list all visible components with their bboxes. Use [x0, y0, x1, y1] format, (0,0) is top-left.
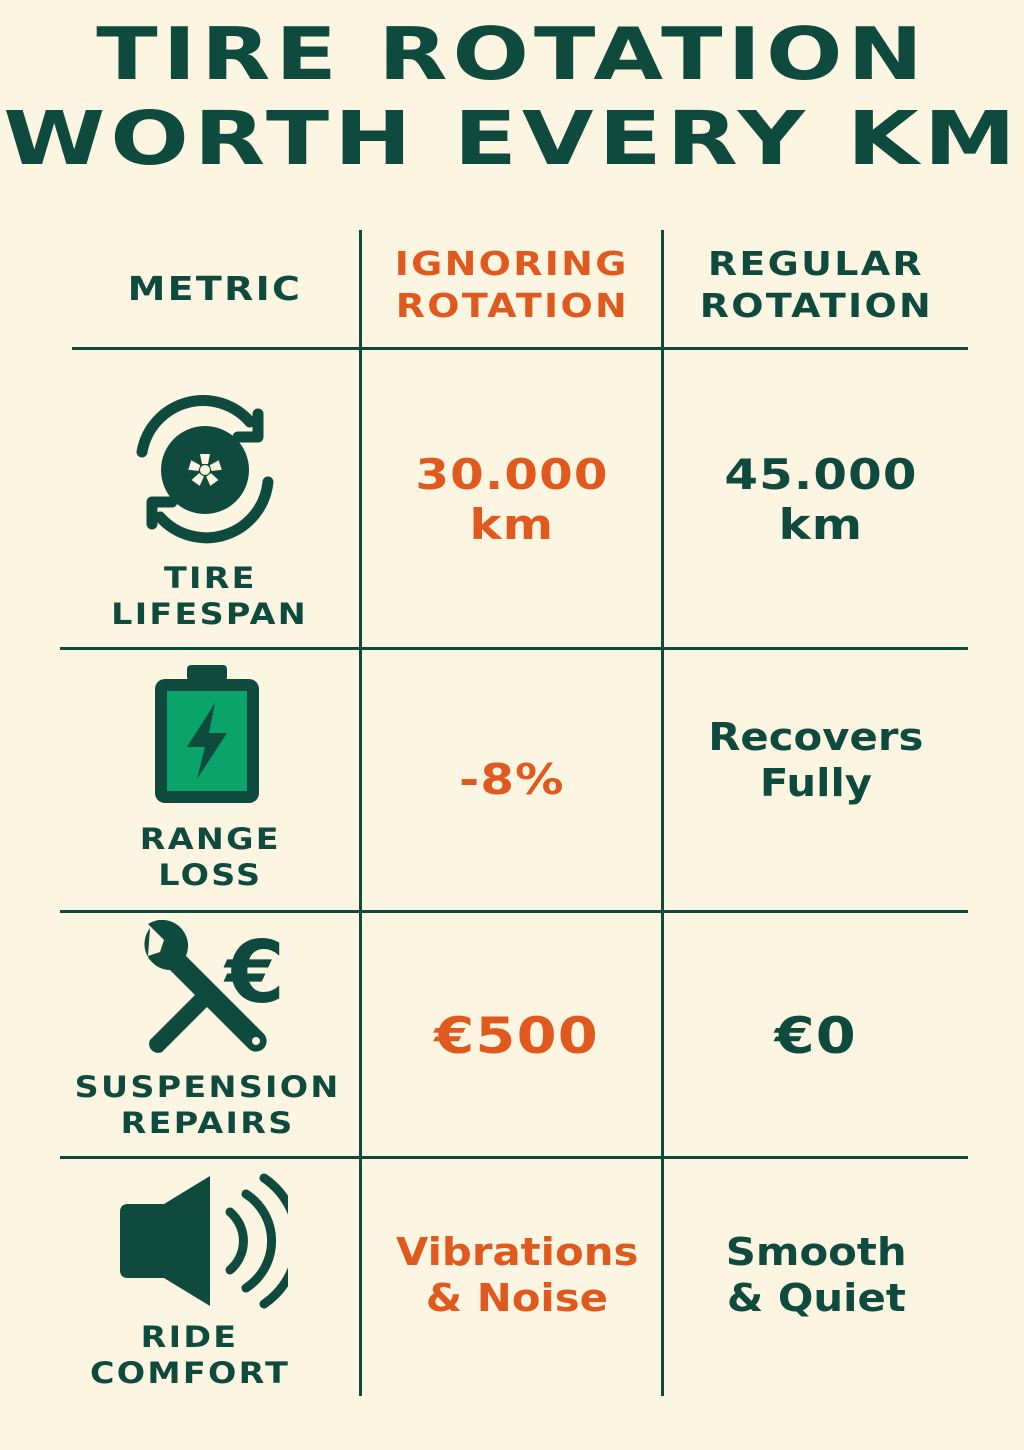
label-line1: TIRE	[163, 561, 257, 595]
value-line2: Fully	[759, 761, 873, 805]
row-divider	[60, 1156, 968, 1159]
column-divider	[661, 230, 664, 1396]
regular-range-loss: Recovers Fully	[664, 700, 968, 820]
value-line2: km	[469, 500, 555, 549]
header-ignoring: IGNORING ROTATION	[362, 225, 662, 345]
speaker-sound-icon	[120, 1173, 288, 1309]
value-line1: €500	[434, 1006, 600, 1065]
header-ignoring-line2: ROTATION	[395, 286, 629, 325]
label-line2: LOSS	[157, 858, 263, 892]
ignoring-suspension-repairs: €500	[362, 913, 672, 1158]
value-line2: & Quiet	[726, 1276, 906, 1320]
metric-label-ride-comfort: RIDE COMFORT	[40, 1318, 340, 1392]
header-metric: METRIC	[70, 230, 360, 348]
label-line2: COMFORT	[89, 1356, 291, 1390]
header-metric-text: METRIC	[127, 269, 303, 308]
ignoring-range-loss: -8%	[362, 650, 662, 910]
battery-charging-icon	[155, 665, 259, 803]
header-regular-line1: REGULAR	[707, 244, 924, 283]
ignoring-tire-lifespan: 30.000 km	[362, 350, 662, 650]
label-line1: SUSPENSION	[74, 1070, 341, 1104]
row-divider	[60, 910, 968, 913]
value-line1: Vibrations	[395, 1230, 639, 1274]
row-divider	[60, 647, 968, 650]
header-regular-line2: ROTATION	[699, 286, 933, 325]
label-line1: RIDE	[141, 1320, 239, 1354]
column-divider	[359, 230, 362, 1396]
metric-label-range-loss: RANGE LOSS	[60, 820, 360, 894]
value-line1: 45.000	[724, 450, 918, 499]
header-regular: REGULAR ROTATION	[664, 225, 968, 345]
ignoring-ride-comfort: Vibrations & Noise	[362, 1225, 672, 1325]
label-line1: RANGE	[139, 822, 281, 856]
wrench-euro-icon: €	[144, 920, 285, 1053]
regular-tire-lifespan: 45.000 km	[664, 350, 978, 650]
value-line1: Recovers	[708, 715, 924, 759]
regular-suspension-repairs: €0	[664, 913, 968, 1158]
label-line2: LIFESPAN	[111, 597, 309, 631]
value-line2: & Noise	[425, 1276, 609, 1320]
title-line-1: TIRE ROTATION	[96, 12, 928, 96]
value-line1: €0	[774, 1006, 858, 1065]
svg-text:€: €	[223, 923, 285, 1023]
value-line1: -8%	[459, 755, 565, 804]
regular-ride-comfort: Smooth & Quiet	[664, 1225, 968, 1325]
value-line1: 30.000	[415, 450, 609, 499]
tire-rotation-icon	[136, 395, 274, 544]
value-line2: km	[778, 500, 864, 549]
value-line1: Smooth	[725, 1230, 907, 1274]
title-line-2: WORTH EVERY KM	[3, 96, 1021, 182]
row-divider	[72, 347, 968, 350]
header-ignoring-line1: IGNORING	[395, 244, 629, 283]
label-line2: REPAIRS	[120, 1106, 295, 1140]
metric-label-tire-lifespan: TIRE LIFESPAN	[60, 558, 360, 634]
metric-label-suspension-repairs: SUSPENSION REPAIRS	[55, 1067, 360, 1143]
